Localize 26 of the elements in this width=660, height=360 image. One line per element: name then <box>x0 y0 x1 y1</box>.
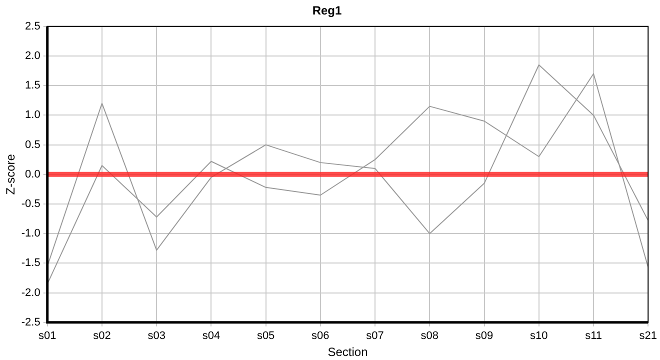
x-tick-label: s02 <box>93 330 111 342</box>
y-tick-label: 0.0 <box>25 168 40 180</box>
x-tick-label: s07 <box>366 330 384 342</box>
x-tick-label: s10 <box>530 330 548 342</box>
y-tick-label: -2.5 <box>21 316 40 328</box>
x-tick-label: s01 <box>38 330 56 342</box>
x-tick-label: s09 <box>475 330 494 342</box>
y-tick-label: 1.5 <box>25 80 40 92</box>
y-tick-label: 2.0 <box>25 50 40 62</box>
x-tick-label: s03 <box>148 330 166 342</box>
x-tick-label: s08 <box>420 330 439 342</box>
y-axis-title: Z-score <box>4 154 18 195</box>
x-tick-label: s04 <box>202 330 220 342</box>
y-tick-label: -1.0 <box>21 228 40 240</box>
x-tick-label: s21 <box>639 330 658 342</box>
x-axis-title: Section <box>328 345 368 360</box>
y-tick-label: -0.5 <box>21 198 40 210</box>
y-tick-label: 2.5 <box>25 20 40 32</box>
y-tick-label: -1.5 <box>21 257 40 270</box>
x-tick-label: s11 <box>585 330 602 342</box>
y-tick-label: -2.0 <box>21 286 40 299</box>
chart-title: Reg1 <box>312 4 342 18</box>
x-tick-label: s06 <box>312 330 330 342</box>
x-tick-label: s05 <box>256 330 275 342</box>
y-tick-label: 0.5 <box>25 138 40 151</box>
y-tick-label: 1.0 <box>25 109 40 122</box>
